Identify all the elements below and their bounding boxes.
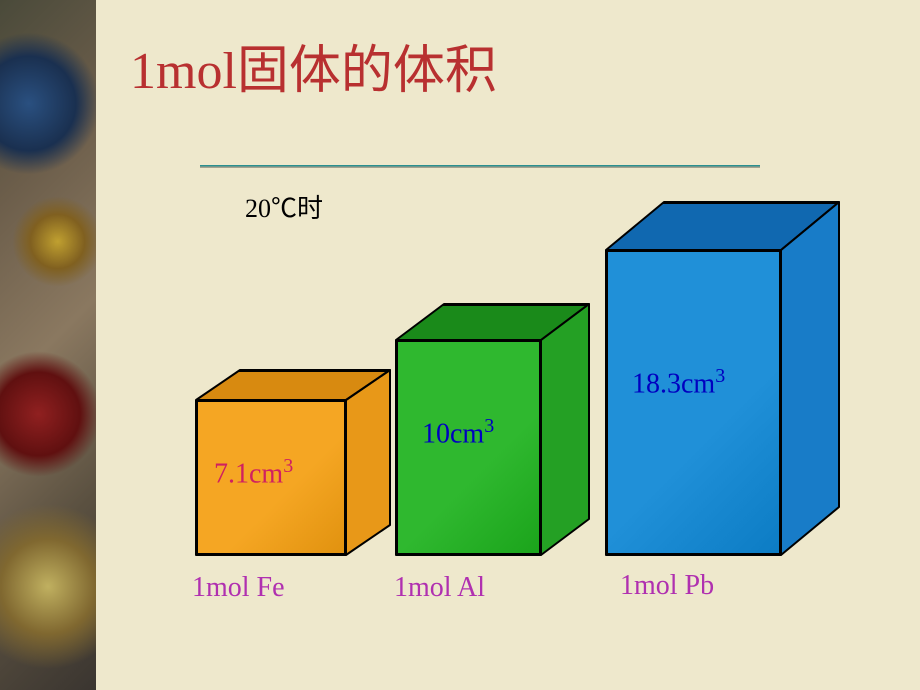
cube-side-fe bbox=[346, 370, 390, 555]
decorative-sidebar bbox=[0, 0, 96, 690]
bottom-label-pb: 1mol Pb bbox=[620, 570, 714, 602]
cube-side-pb bbox=[781, 202, 839, 555]
volume-label-pb: 18.3cm3 bbox=[632, 365, 725, 400]
cube-side-al bbox=[541, 304, 589, 555]
bottom-label-al: 1mol Al bbox=[394, 572, 485, 604]
volume-label-al: 10cm3 bbox=[422, 415, 494, 450]
bottom-label-fe: 1mol Fe bbox=[192, 572, 285, 604]
cubes-scene: 7.1cm3 1mol Fe 10cm3 1mol Al 18.3cm3 1mol Pb bbox=[96, 0, 920, 690]
volume-label-fe: 7.1cm3 bbox=[214, 455, 293, 490]
cube-front-pb bbox=[606, 250, 781, 555]
